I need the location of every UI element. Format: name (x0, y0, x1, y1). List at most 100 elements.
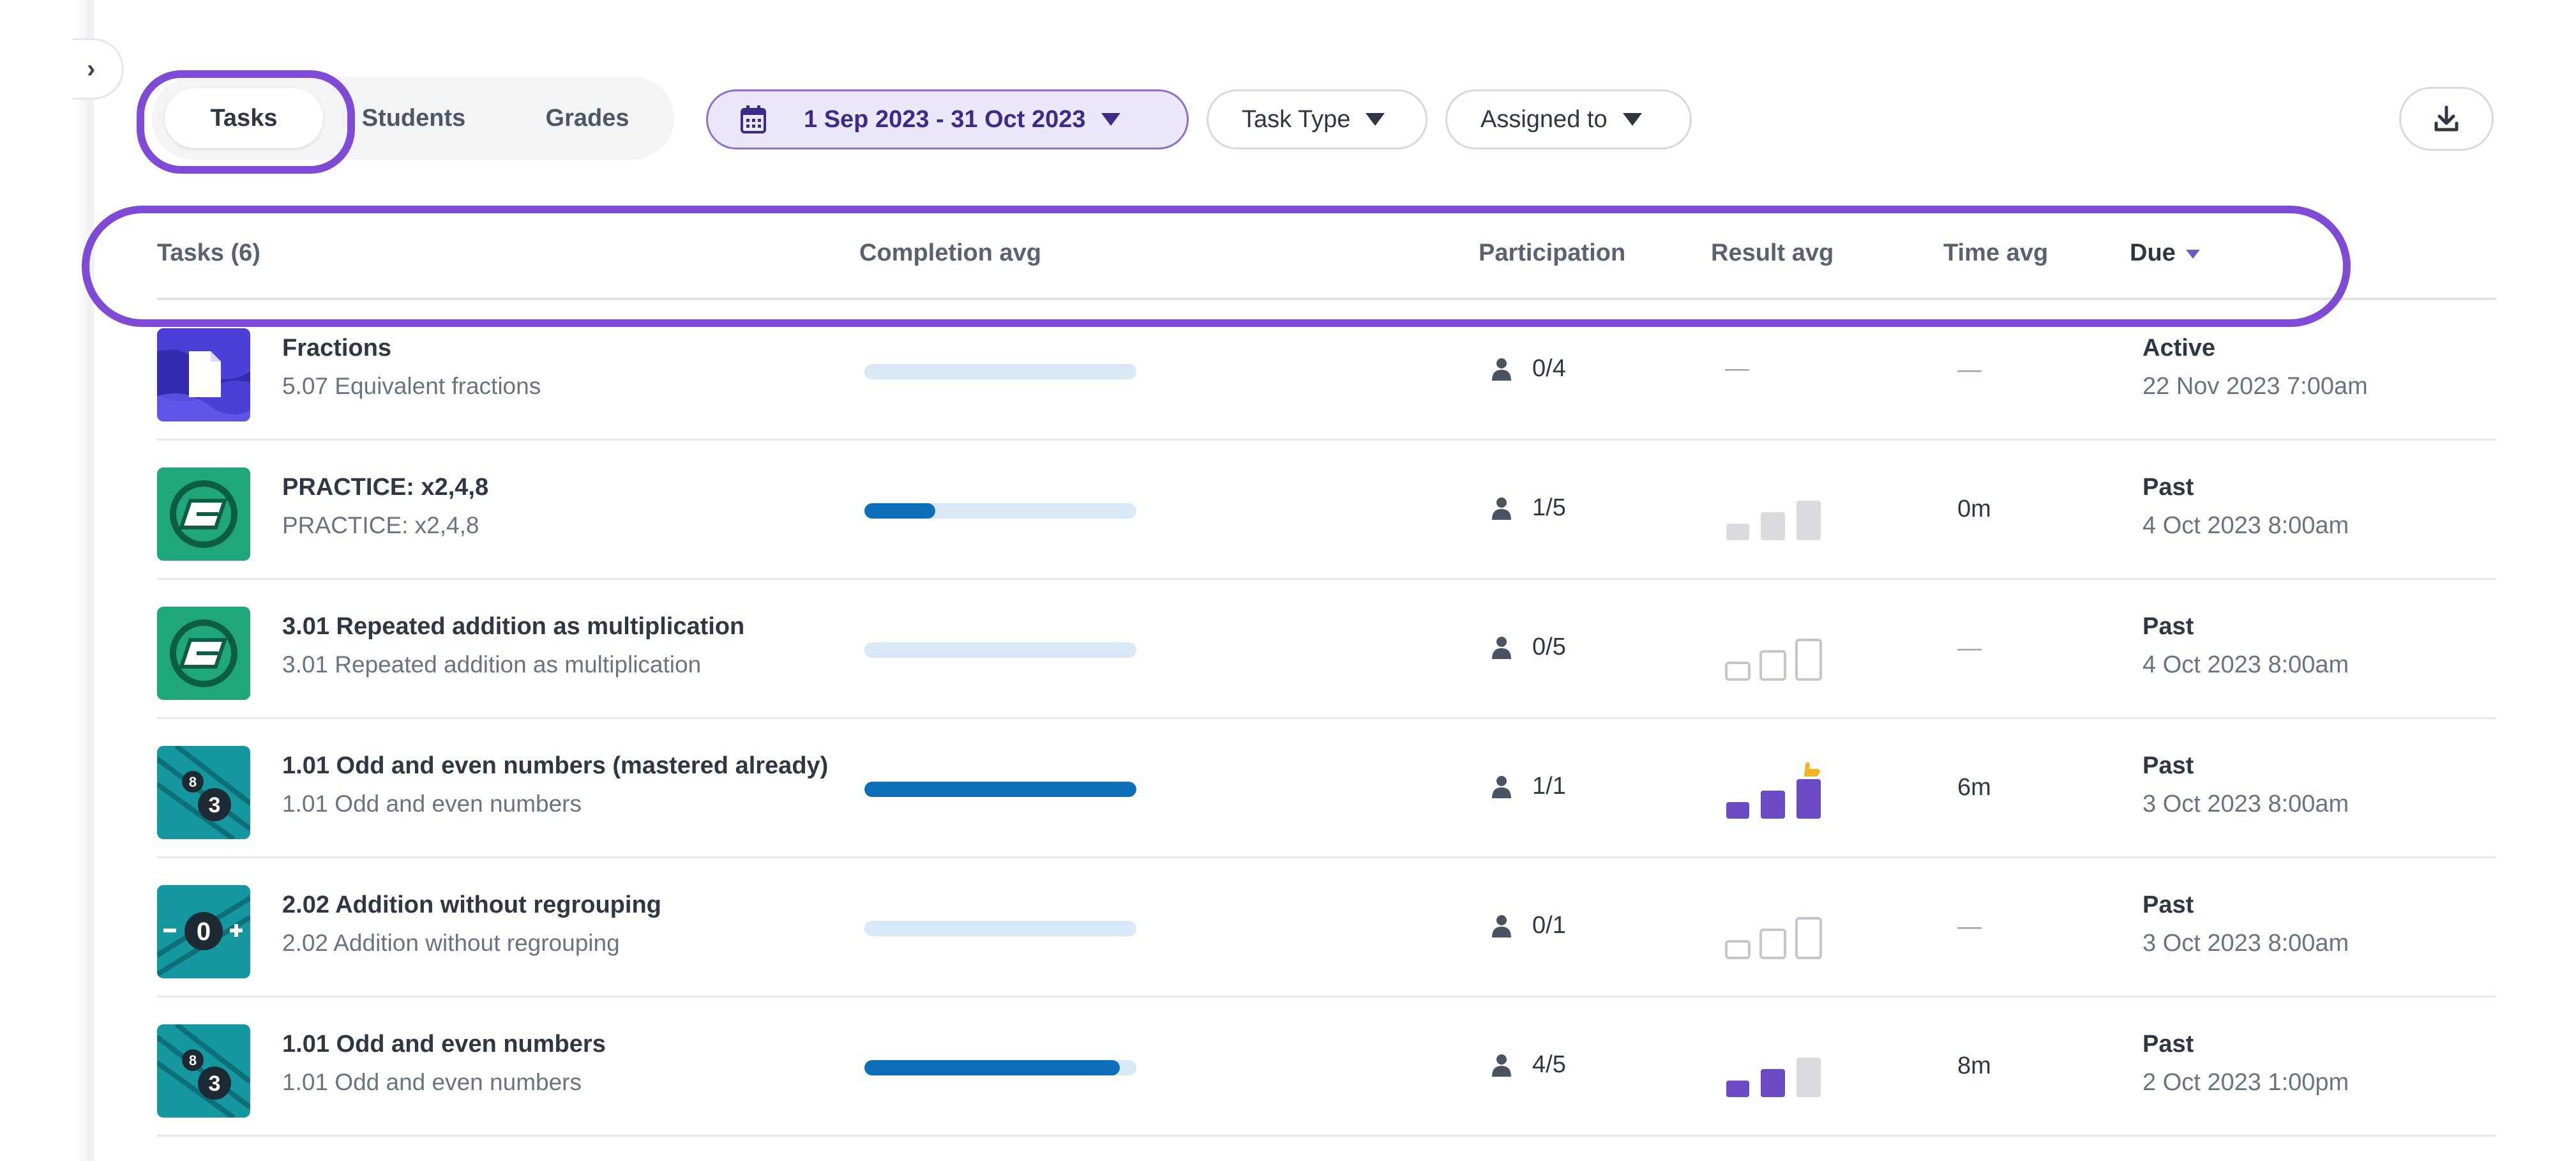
due-status: Past (2143, 1031, 2194, 1058)
completion-bar (864, 921, 1136, 936)
user-icon (1491, 497, 1512, 520)
user-icon (1491, 636, 1512, 659)
table-row[interactable]: 3.01 Repeated addition as multiplication… (157, 580, 2496, 719)
time-value: — (1957, 356, 1982, 383)
header-divider (157, 298, 2496, 300)
user-icon (1491, 1054, 1512, 1077)
task-title[interactable]: 1.01 Odd and even numbers (mastered alre… (282, 752, 829, 779)
practice-icon (157, 467, 250, 561)
header-completion[interactable]: Completion avg (859, 239, 1042, 266)
number-line-icon: 0 (157, 885, 250, 978)
time-value: — (1957, 913, 1982, 940)
completion-bar (864, 642, 1136, 658)
task-type-label: Task Type (1242, 105, 1351, 133)
participation-cell: 1/5 (1491, 494, 1566, 522)
table-row[interactable]: Fractions 5.07 Equivalent fractions 0/4 — — A… (157, 301, 2496, 441)
task-title[interactable]: 3.01 Repeated addition as multiplication (282, 613, 745, 640)
tab-grades[interactable]: Grades (545, 104, 629, 132)
svg-text:3: 3 (209, 1072, 221, 1096)
participation-cell: 0/1 (1491, 912, 1566, 939)
participation-value: 0/5 (1532, 634, 1566, 660)
participation-value: 0/4 (1532, 355, 1566, 382)
completion-bar (864, 782, 1136, 797)
task-title[interactable]: PRACTICE: x2,4,8 (282, 474, 489, 501)
view-toggle: Tasks Students Grades (152, 77, 674, 160)
download-icon (2434, 105, 2459, 132)
chevron-down-icon (1101, 113, 1120, 126)
task-subtitle: 1.01 Odd and even numbers (282, 1069, 582, 1095)
result-bars-icon (1725, 618, 1840, 682)
header-tasks: Tasks (6) (157, 239, 260, 266)
table-row[interactable]: 0 2.02 Addition without regrouping 2.02 Ad… (157, 858, 2496, 998)
header-due-label: Due (2130, 239, 2176, 266)
task-subtitle: PRACTICE: x2,4,8 (282, 512, 479, 538)
result-bars-icon (1725, 897, 1840, 960)
date-range-filter[interactable]: 1 Sep 2023 - 31 Oct 2023 (706, 89, 1189, 149)
svg-text:8: 8 (189, 1052, 197, 1068)
due-date: 3 Oct 2023 8:00am (2143, 791, 2349, 817)
task-title[interactable]: 2.02 Addition without regrouping (282, 892, 661, 918)
svg-text:0: 0 (197, 918, 211, 946)
header-result[interactable]: Result avg (1711, 239, 1834, 266)
table-row[interactable]: PRACTICE: x2,4,8 PRACTICE: x2,4,8 1/5 0m Pas… (157, 441, 2496, 580)
task-title[interactable]: Fractions (282, 335, 392, 361)
header-participation[interactable]: Participation (1479, 239, 1626, 266)
assigned-to-label: Assigned to (1480, 105, 1608, 133)
chevron-right-icon: › (87, 54, 96, 83)
due-status: Past (2143, 474, 2194, 501)
completion-bar-fill (864, 1060, 1120, 1075)
completion-bar-fill (864, 503, 935, 519)
task-subtitle: 5.07 Equivalent fractions (282, 373, 541, 399)
result-empty: — (1725, 355, 1749, 382)
task-title[interactable]: 1.01 Odd and even numbers (282, 1031, 606, 1058)
assigned-to-filter[interactable]: Assigned to (1445, 89, 1692, 149)
practice-icon (157, 607, 250, 700)
sort-desc-icon (2185, 249, 2200, 259)
task-subtitle: 2.02 Addition without regrouping (282, 930, 620, 956)
time-value: 6m (1957, 774, 1991, 801)
sidebar-strip (0, 0, 94, 1161)
header-time[interactable]: Time avg (1943, 239, 2049, 266)
task-subtitle: 1.01 Odd and even numbers (282, 791, 582, 817)
due-status: Past (2143, 892, 2194, 918)
task-subtitle: 3.01 Repeated addition as multiplication (282, 651, 702, 678)
table-row[interactable]: 8 3 1.01 Odd and even numbers 1.01 Odd and … (157, 998, 2496, 1137)
collapse-sidebar-button[interactable]: › (73, 38, 124, 100)
calendar-icon (741, 105, 766, 133)
participation-cell: 0/5 (1491, 634, 1566, 661)
due-date: 4 Oct 2023 8:00am (2143, 512, 2349, 539)
result-bars-icon (1725, 479, 1840, 543)
tab-students[interactable]: Students (361, 104, 466, 132)
chevron-down-icon (1366, 113, 1385, 126)
task-type-filter[interactable]: Task Type (1207, 89, 1427, 149)
due-date: 22 Nov 2023 7:00am (2143, 373, 2368, 400)
due-status: Active (2143, 335, 2216, 361)
user-icon (1491, 358, 1512, 381)
date-range-label: 1 Sep 2023 - 31 Oct 2023 (804, 105, 1086, 133)
completion-bar (864, 364, 1136, 379)
time-value: 8m (1957, 1052, 1991, 1079)
svg-text:8: 8 (189, 774, 197, 790)
document-icon (157, 328, 250, 421)
participation-cell: 0/4 (1491, 355, 1566, 383)
participation-value: 4/5 (1532, 1051, 1566, 1078)
result-bars-icon (1725, 1036, 1840, 1100)
due-status: Past (2143, 752, 2194, 779)
download-button[interactable] (2399, 87, 2494, 151)
due-status: Past (2143, 613, 2194, 640)
header-due[interactable]: Due (2130, 239, 2200, 267)
participation-value: 1/1 (1532, 773, 1566, 800)
tab-tasks[interactable]: Tasks (165, 88, 323, 148)
table-row[interactable]: 8 3 1.01 Odd and even numbers (mastered al… (157, 719, 2496, 858)
completion-bar (864, 1060, 1136, 1075)
participation-cell: 1/1 (1491, 773, 1566, 800)
result-bars-icon (1725, 757, 1840, 821)
due-date: 3 Oct 2023 8:00am (2143, 930, 2349, 957)
due-date: 4 Oct 2023 8:00am (2143, 651, 2349, 678)
svg-text:3: 3 (209, 793, 221, 817)
user-icon (1491, 914, 1512, 937)
completion-bar-fill (864, 782, 1136, 797)
user-icon (1491, 775, 1512, 798)
